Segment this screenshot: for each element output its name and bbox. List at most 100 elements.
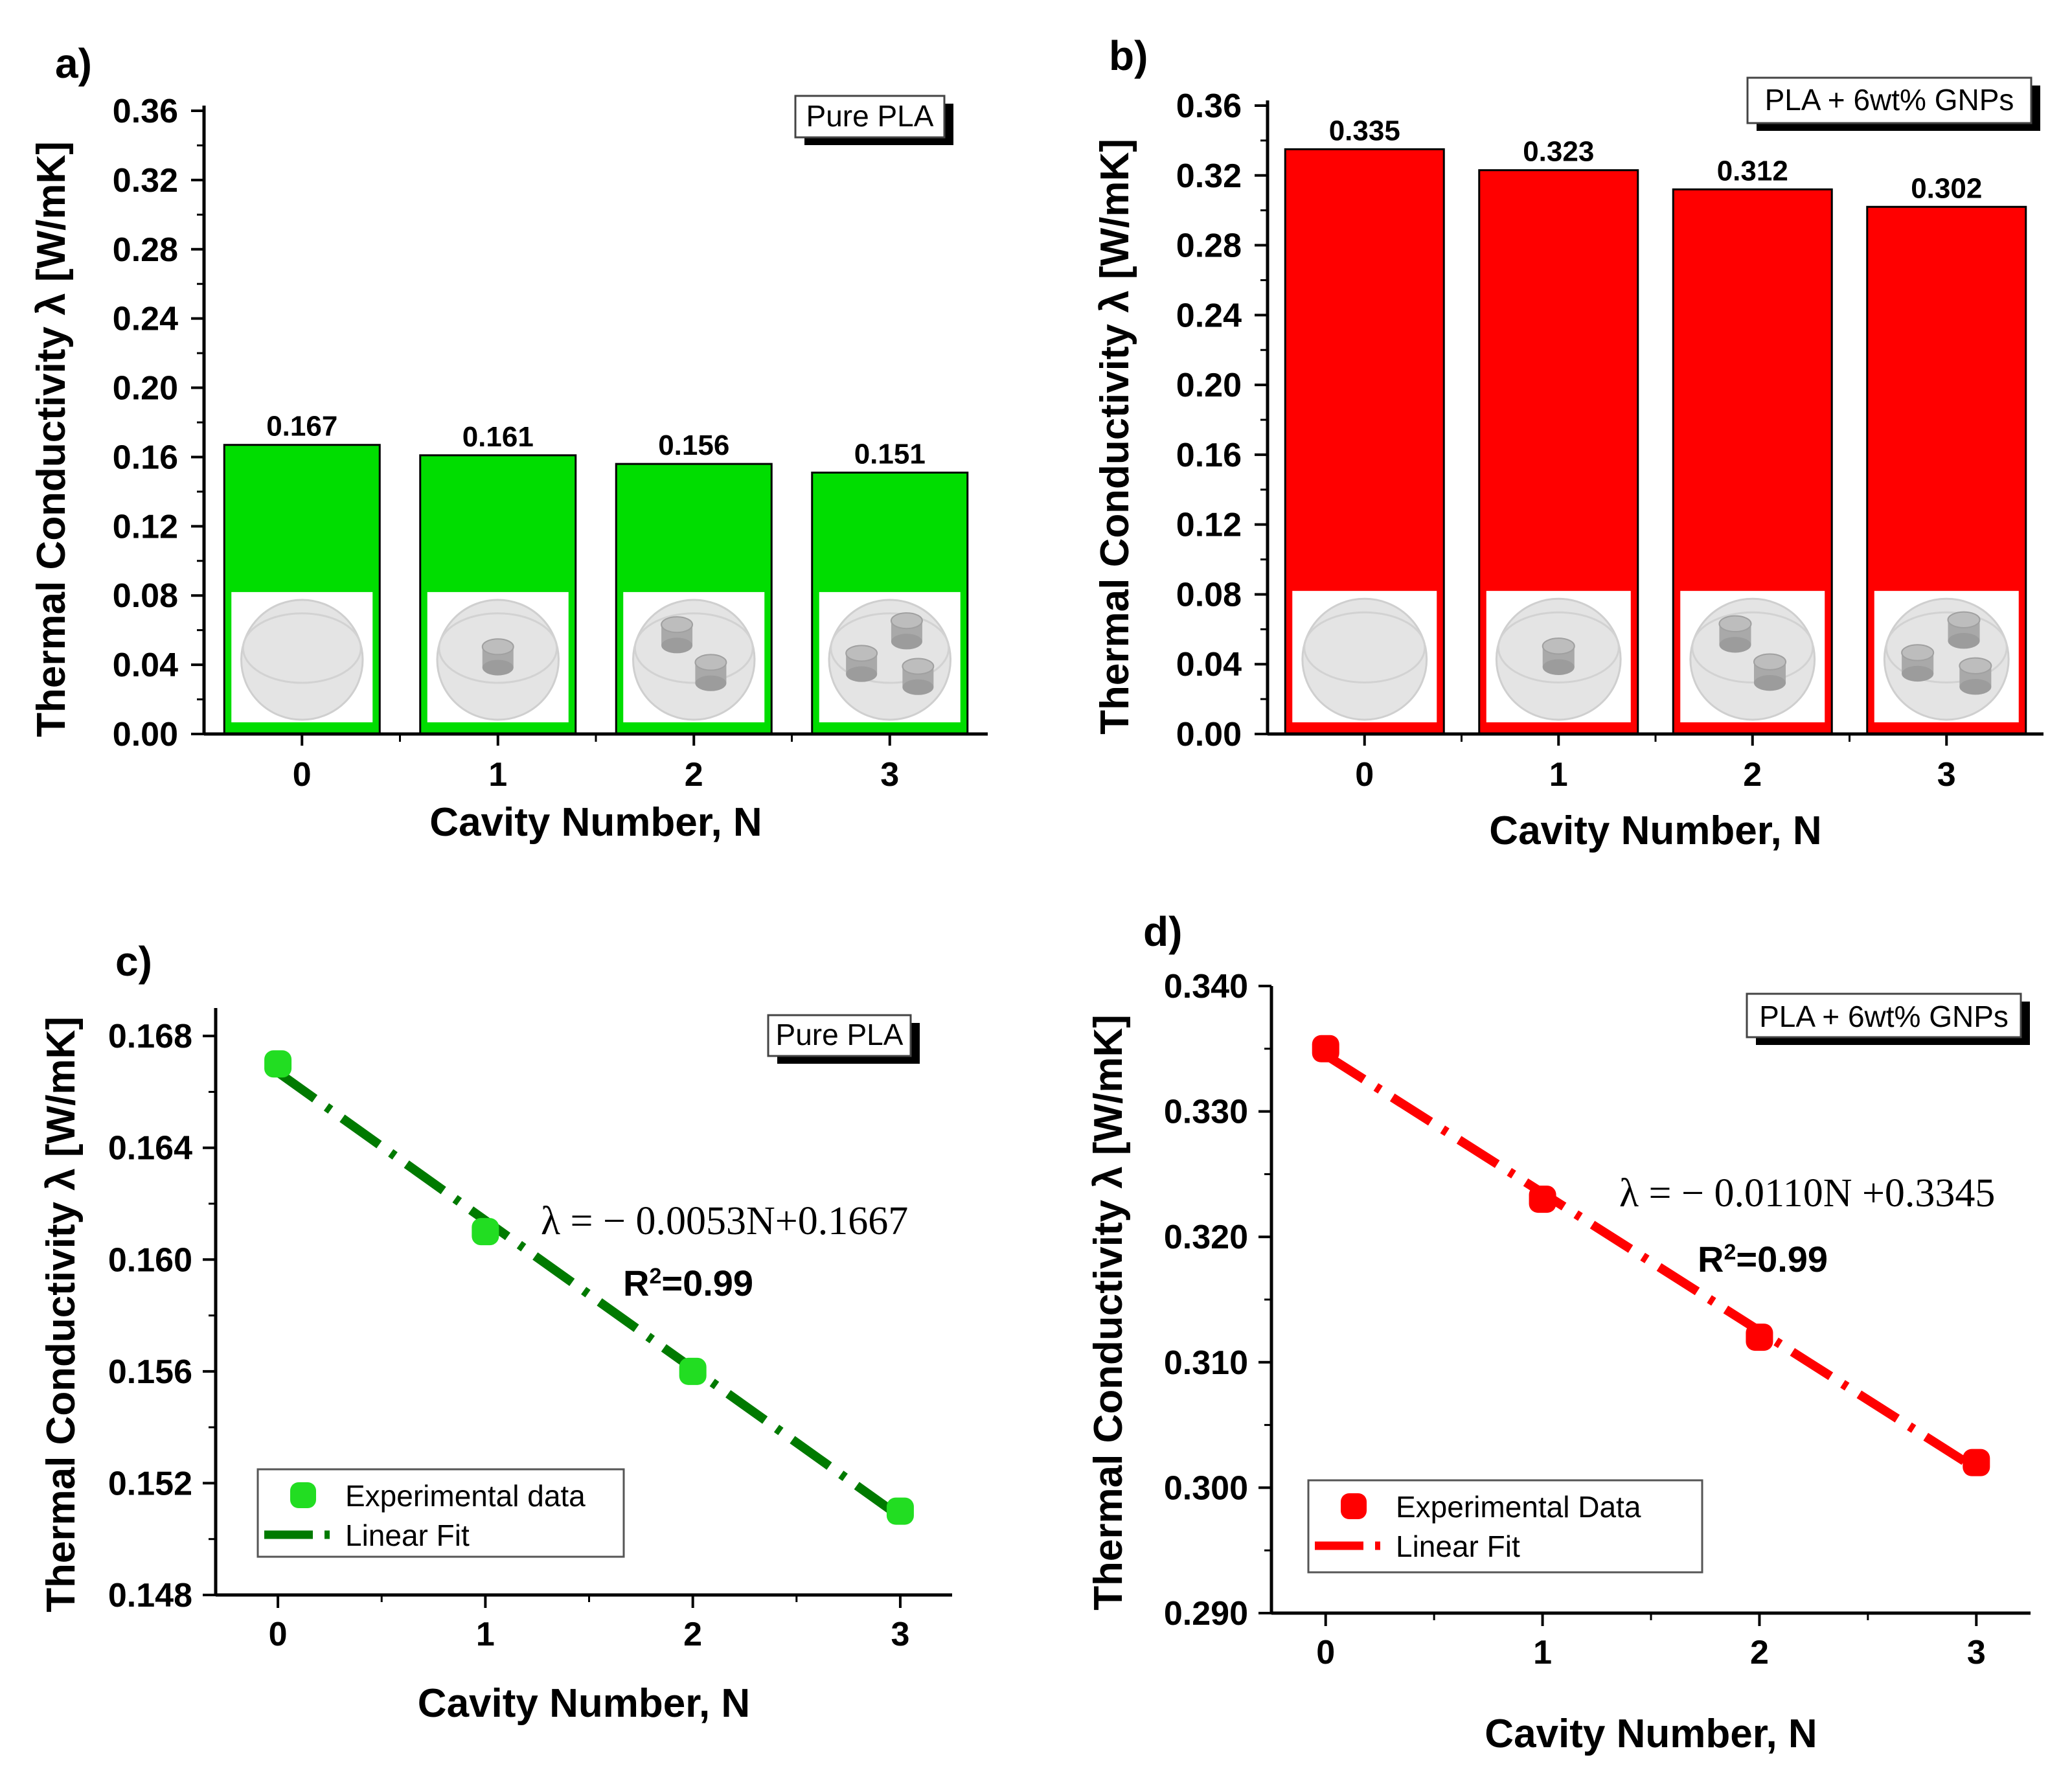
panel-c-legend-box [256,1468,625,1558]
panel-a-bar-2-cavity-top [694,654,727,671]
panel-b-bar-1-pellet-rim [1497,611,1620,683]
panel-a-bar-3-cavity-top [845,645,878,662]
panel-c: 0.148 0.152 0.156 0.160 0.164 0.168 0 1 2 3 λ = − … [39,938,952,1726]
panel-c-xtick-label-1: 1 [476,1616,495,1653]
panel-d-inset-label: PLA + 6wt% GNPs [1759,1000,2009,1033]
panel-b-bar-3-cavity-bottom [1948,633,1980,649]
panel-a-bar-3-cavity-top [890,612,923,630]
panel-b-xtick-label-2: 2 [1743,756,1762,794]
panel-b-inset-label: PLA + 6wt% GNPs [1765,83,2014,117]
panel-d-letter: d) [1143,908,1182,955]
panel-a-bar-2-pellet-rim [633,612,754,684]
panel-c-point-2 [679,1357,707,1385]
panel-b-bar-2-pellet-rim [1691,611,1814,683]
panel-a-bar-3-cavity-bottom [902,679,934,695]
panel-b-bar-3-cavity-bottom [1902,665,1934,682]
panel-a-bar-3-cavity-bottom [846,666,878,682]
panel-a-ytick-label-2: 0.08 [113,577,178,615]
panel-a: 0.167 0 0.161 1 0.156 2 0.151 3 0.00 0.04 0.08 0.12… [29,40,988,845]
panel-a-ytick-label-7: 0.28 [113,231,178,269]
panel-a-bar-2-cavity-top [661,616,694,634]
panel-b-bar-3-cavity-top [1947,611,1981,628]
panel-b-bar-0-pellet-rim [1303,611,1426,683]
panel-d-ytick-label-5: 0.340 [1164,968,1248,1005]
panel-b-bar-3-cavity-bottom [1959,679,1992,695]
panel-b-xtick-label-3: 3 [1937,756,1956,794]
panel-c-r2: R2=0.99 [623,1263,753,1303]
panel-a-ytick-label-5: 0.20 [113,370,178,407]
panel-d-ytick-label-4: 0.330 [1164,1094,1248,1131]
panel-c-xtick-label-2: 2 [683,1616,702,1653]
panel-d-legend-box [1307,1479,1703,1574]
panel-b-bar-1-cavity-top [1542,637,1575,655]
panel-a-bar-0-pellet-disk [240,599,364,721]
panel-b-bar-2-cavity-bottom [1719,637,1751,653]
panel-b-ytick-label-8: 0.32 [1176,157,1242,195]
panel-a-bar-3-cavity-bottom [891,634,922,650]
panel-b-bar-2-cavity-top [1718,615,1752,633]
panel-d-legend-label-0: Experimental Data [1396,1490,1641,1524]
panel-b-bar-value-1: 0.323 [1523,136,1594,168]
panel-c-letter: c) [115,938,152,985]
panel-a-xtick-label-0: 0 [293,756,312,794]
panel-d-point-0 [1312,1035,1339,1062]
panel-a-bar-1-cavity-bottom [482,659,514,676]
panel-c-ytick-label-2: 0.156 [108,1353,192,1391]
panel-a-bar-3-cavity-top [902,658,935,675]
panel-c-fit-line [275,1068,903,1520]
panel-a-inset-box [794,95,946,139]
panel-a-bar-value-3: 0.151 [854,438,926,470]
panel-a-ytick-label-8: 0.32 [113,162,178,200]
panel-a-ytick-label-6: 0.24 [113,301,178,338]
panel-c-point-3 [886,1497,914,1525]
panel-b-bar-1-cavity-bottom [1542,659,1575,675]
panel-b-xtick-label-0: 0 [1355,756,1374,794]
panel-d-r2-prefix: R [1698,1239,1724,1279]
panel-c-legend-label-1: Linear Fit [345,1519,470,1552]
panel-b-ytick-label-1: 0.04 [1176,646,1242,683]
panel-b-bar-3-cavity-top [1901,644,1935,661]
panel-c-point-0 [264,1050,292,1078]
panel-a-bar-value-1: 0.161 [462,421,534,453]
panel-c-r2-value: =0.99 [661,1263,753,1303]
panel-a-bar-value-0: 0.167 [266,411,337,442]
panel-b-inset-box [1746,76,2032,124]
panel-d-legend-label-1: Linear Fit [1396,1530,1520,1563]
panel-d-ytick-label-1: 0.300 [1164,1469,1248,1507]
panel-d-fit-line [1323,1051,1979,1473]
panel-c-point-1 [472,1218,499,1246]
panel-d-point-1 [1529,1186,1556,1213]
panel-d-r2-value: =0.99 [1736,1239,1828,1279]
panel-c-xtick-label-3: 3 [891,1616,909,1653]
panel-c-ytick-label-1: 0.152 [108,1465,192,1502]
panel-c-legend-label-0: Experimental data [345,1479,586,1513]
panel-d-inset-box [1746,992,2022,1038]
panel-a-ytick-label-4: 0.16 [113,439,178,476]
panel-a-bar-2-cavity-bottom [661,637,693,654]
panel-b-bar-2-cavity-bottom [1753,674,1786,691]
panel-c-x-title: Cavity Number, N [418,1681,750,1726]
panel-c-xtick-label-0: 0 [269,1616,288,1653]
panel-a-xtick-label-3: 3 [880,756,899,794]
panel-a-y-title: Thermal Conductivity λ [W/mK] [29,141,74,737]
panel-a-ytick-label-0: 0.00 [113,716,178,753]
panel-a-xtick-label-1: 1 [488,756,507,794]
panel-d-legend-marker [1341,1493,1367,1519]
panel-c-equation: λ = − 0.0053N+0.1667 [541,1199,908,1243]
panel-b: 0.335 0 0.323 1 0.312 2 0.302 3 0.00 0.04 0.08 0.12… [1093,32,2044,853]
panel-d-r2-sup: 2 [1724,1240,1736,1265]
panel-b-ytick-label-7: 0.28 [1176,227,1242,265]
panel-b-bar-2-pellet-disk [1689,597,1816,721]
panel-b-bar-value-2: 0.312 [1717,155,1788,187]
panel-d-xtick-label-3: 3 [1967,1634,1986,1671]
panel-b-bar-2-cavity-top [1753,653,1787,671]
panel-a-inset-label: Pure PLA [806,99,934,133]
panel-b-x-title: Cavity Number, N [1489,808,1821,853]
panel-b-bar-3-cavity-top [1959,657,1992,674]
panel-a-ytick-label-9: 0.36 [113,93,178,130]
panel-b-ytick-label-4: 0.16 [1176,437,1242,474]
panel-d-xtick-label-0: 0 [1316,1634,1335,1671]
panel-a-xtick-label-2: 2 [685,756,703,794]
panel-a-bar-1-cavity-top [481,638,514,656]
panel-d-point-3 [1963,1449,1990,1476]
